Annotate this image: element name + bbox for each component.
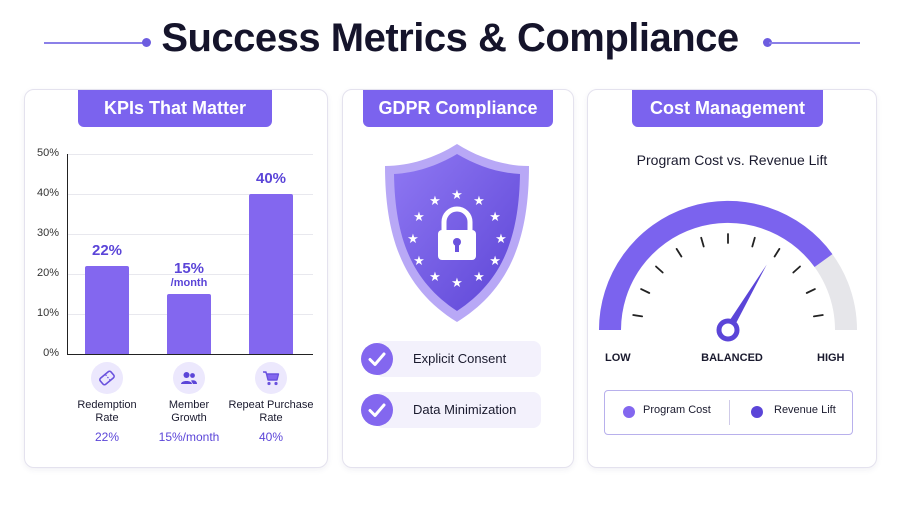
y-tick-label: 20% — [36, 267, 59, 279]
gauge-label-low: LOW — [605, 352, 631, 364]
eu-star-icon: ★ — [495, 232, 507, 247]
gauge-tick — [751, 236, 756, 248]
cost-card: Cost Management Program Cost vs. Revenue… — [587, 89, 877, 468]
gridline — [67, 274, 313, 275]
gauge-tick — [700, 236, 705, 248]
category-label-line: Repeat Purchase — [228, 399, 314, 411]
eu-star-icon: ★ — [429, 270, 441, 285]
title-rule-right — [769, 42, 860, 44]
y-tick-label: 10% — [36, 307, 59, 319]
gdpr-item-pill — [375, 392, 541, 428]
eu-star-icon: ★ — [451, 188, 463, 203]
y-tick-label: 50% — [36, 147, 59, 159]
eu-star-icon: ★ — [489, 210, 501, 225]
bar-2 — [167, 294, 211, 354]
legend-divider — [729, 400, 730, 425]
gdpr-item-pill — [375, 341, 541, 377]
gauge-label-high: HIGH — [817, 352, 845, 364]
category-label: Repeat Purchase Rate — [221, 399, 321, 425]
bar-1 — [85, 266, 129, 354]
gauge-tick — [632, 314, 643, 318]
eu-shield-lock-icon: ★ ★ ★ ★ ★ ★ ★ ★ ★ ★ ★ ★ — [385, 144, 529, 322]
gauge-needle — [724, 264, 767, 332]
bar-data-sublabel: /month — [170, 277, 208, 289]
page-header: Success Metrics & Compliance — [0, 14, 900, 70]
gridline — [67, 194, 313, 195]
bar-data-label: 22% — [91, 242, 123, 259]
eu-star-icon: ★ — [407, 232, 419, 247]
gridline — [67, 234, 313, 235]
category-label-line: Rate — [259, 412, 283, 424]
kpi-card: KPIs That Matter 0% 10% 20% 30% 40% 50% 22% Red… — [24, 89, 328, 468]
legend-dot-revenue-lift — [751, 406, 763, 418]
gauge-tick — [675, 248, 683, 258]
legend-dot-program-cost — [623, 406, 635, 418]
eu-star-icon: ★ — [451, 276, 463, 291]
title-dot-right — [763, 38, 772, 47]
check-icon — [361, 394, 393, 426]
gauge-track — [599, 201, 857, 331]
category-label-line: Growth — [171, 412, 207, 424]
users-icon — [173, 362, 205, 394]
ticket-icon — [91, 362, 123, 394]
gauge-tick — [805, 288, 816, 294]
gauge-tick — [655, 265, 664, 274]
y-axis-line — [67, 154, 68, 354]
gauge-legend: Program Cost Revenue Lift — [604, 390, 853, 435]
gauge-hub — [716, 318, 740, 342]
eu-star-icon: ★ — [489, 254, 501, 269]
gauge-tick — [812, 314, 824, 318]
y-tick-label: 30% — [36, 227, 59, 239]
page-title: Success Metrics & Compliance — [161, 16, 739, 60]
category-label-line: Member — [168, 399, 210, 411]
gdpr-item-explicit-consent: Explicit Consent — [361, 341, 541, 377]
y-tick-label: 0% — [43, 347, 59, 359]
cost-gauge — [599, 200, 857, 342]
cost-card-heading: Cost Management — [632, 90, 823, 127]
bar-data-label: 15% — [173, 260, 205, 277]
gauge-title: Program Cost vs. Revenue Lift — [636, 152, 828, 168]
gdpr-item-label: Explicit Consent — [413, 351, 507, 366]
gdpr-item-data-minimization: Data Minimization — [361, 392, 541, 428]
category-label: Redemption Rate — [57, 399, 157, 425]
x-axis-line — [67, 354, 313, 355]
bar-3 — [249, 194, 293, 354]
eu-star-icon: ★ — [473, 270, 485, 285]
gdpr-item-label: Data Minimization — [413, 402, 517, 417]
y-tick-label: 40% — [36, 187, 59, 199]
gauge-fill — [599, 200, 833, 331]
category-value: 22% — [94, 430, 120, 444]
check-icon — [361, 343, 393, 375]
title-rule-left — [44, 42, 146, 44]
gauge-tick — [792, 265, 801, 274]
category-label: Member Growth — [139, 399, 239, 425]
cart-icon — [255, 362, 287, 394]
title-dot-left — [142, 38, 151, 47]
eu-star-icon: ★ — [413, 210, 425, 225]
bar-data-label: 40% — [255, 170, 287, 187]
gridline — [67, 154, 313, 155]
category-label-line: Rate — [95, 412, 119, 424]
legend-label-revenue-lift: Revenue Lift — [774, 404, 836, 416]
legend-label-program-cost: Program Cost — [643, 404, 711, 416]
eu-star-icon: ★ — [429, 194, 441, 209]
gdpr-card-heading: GDPR Compliance — [363, 90, 553, 127]
gauge-tick — [773, 248, 781, 258]
category-value: 15%/month — [158, 430, 220, 444]
gauge-tick — [640, 288, 651, 294]
category-value: 40% — [258, 430, 284, 444]
eu-star-icon: ★ — [473, 194, 485, 209]
gauge-label-balanced: BALANCED — [701, 352, 763, 364]
kpi-card-heading: KPIs That Matter — [78, 90, 272, 127]
eu-star-icon: ★ — [413, 254, 425, 269]
category-label-line: Redemption — [77, 399, 137, 411]
gdpr-card: GDPR Compliance ★ ★ ★ ★ ★ ★ ★ ★ ★ ★ ★ ★ Explicit Co… — [342, 89, 574, 468]
